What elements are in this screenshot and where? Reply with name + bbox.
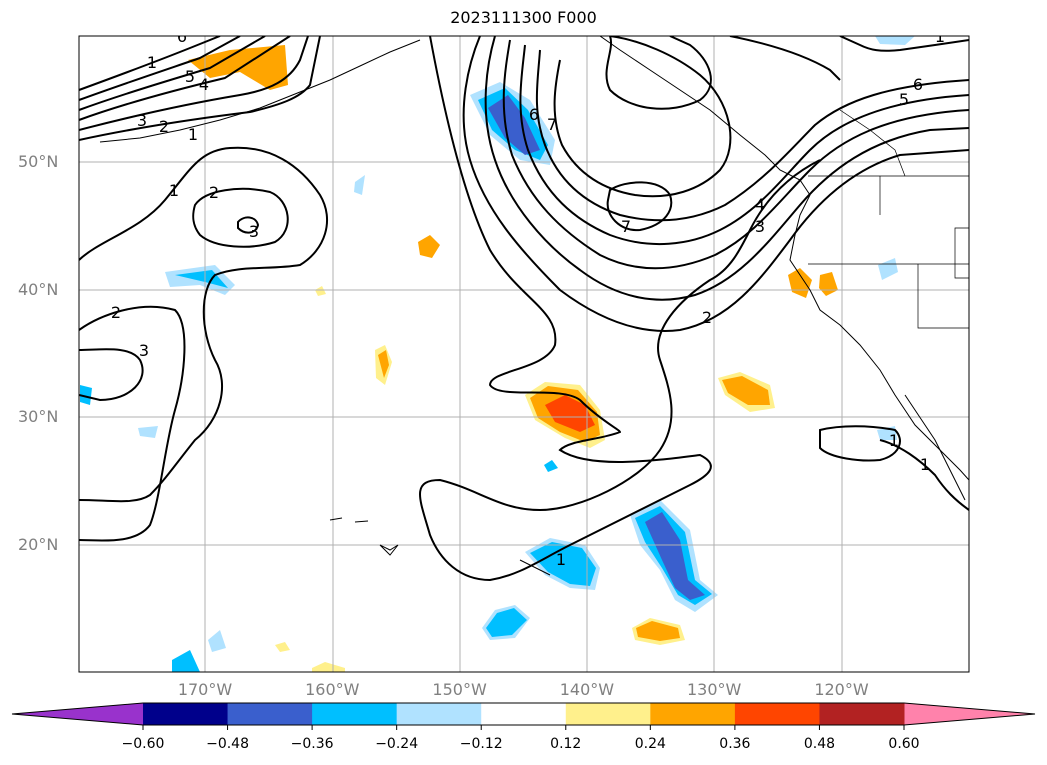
colorbar-tick-label: 0.12 (550, 736, 582, 752)
contour-label: 6 (177, 27, 187, 46)
shade-lightblue (172, 650, 200, 672)
shade-blue (878, 258, 898, 280)
shade-orange (188, 45, 288, 90)
colorbar-swatch (650, 703, 736, 725)
shade-orange (819, 272, 838, 296)
graticule (79, 36, 969, 672)
contour-label: 5 (185, 67, 195, 86)
shade-red (545, 395, 595, 432)
longitude-label: 150°W (432, 680, 487, 699)
colorbar (11, 702, 1036, 730)
colorbar-swatch (819, 703, 905, 725)
longitude-label: 160°W (305, 680, 360, 699)
colorbar-swatch (481, 703, 567, 725)
shade-orange (636, 621, 680, 641)
contour-label: 1 (169, 181, 179, 200)
shade-blue (80, 385, 92, 405)
colorbar-right-extend (904, 703, 1035, 725)
longitude-label: 120°W (814, 680, 869, 699)
latitude-label: 40°N (18, 279, 59, 299)
map-frame (78, 35, 970, 673)
map-title: 2023111300 F000 (450, 8, 597, 27)
longitude-label: 130°W (687, 680, 742, 699)
contour-labels-group: 6 1 5 4 3 2 1 1 2 3 2 3 6 7 7 2 6 5 4 3 … (111, 27, 945, 569)
colorbar-tick-label: 0.36 (719, 736, 751, 752)
colorbar-swatch (227, 703, 313, 725)
colorbar-tick-label: −0.36 (290, 736, 334, 752)
latitude-label: 50°N (18, 152, 59, 171)
contour-label: 1 (920, 455, 930, 474)
contour-label: 4 (755, 195, 765, 214)
contour-label: 5 (899, 90, 909, 109)
shade-yellow (275, 642, 290, 652)
colorbar-tick-label: −0.24 (375, 736, 419, 752)
contour-label: 1 (147, 53, 157, 72)
contour-label: 2 (111, 303, 121, 322)
shade-orange (378, 350, 389, 378)
contour-label: 3 (137, 111, 147, 130)
shade-yellow (315, 286, 326, 296)
contour-label: 3 (139, 341, 149, 360)
coastlines (99, 36, 969, 576)
shade-orange (722, 376, 770, 405)
colorbar-swatch (734, 703, 820, 725)
shade-blue (875, 36, 915, 45)
state-borders (808, 109, 969, 329)
shade-blue (354, 175, 365, 195)
shade-darkblue (488, 95, 540, 155)
colorbar-left-extend (12, 703, 143, 725)
contour-label: 7 (547, 115, 557, 134)
colorbar-tick-label: −0.48 (206, 736, 249, 752)
colorbar-swatch (396, 703, 482, 725)
contour-label: 1 (935, 27, 945, 46)
shade-darkblue (645, 512, 705, 600)
shade-orange (788, 268, 812, 298)
contour-label: 3 (755, 217, 765, 236)
colorbar-tick-label: −0.60 (121, 736, 165, 752)
colorbar-tick-label: 0.60 (888, 736, 920, 752)
contour-label: 1 (188, 125, 198, 144)
shade-blue (530, 542, 596, 586)
colorbar-tick-label: −0.12 (459, 736, 503, 752)
colorbar-tick-label: 0.48 (803, 736, 836, 752)
shade-blue (486, 608, 527, 637)
latitude-label: 30°N (18, 407, 59, 426)
latitude-label: 20°N (18, 534, 59, 554)
contour-label: 6 (913, 75, 923, 94)
shade-orange (418, 235, 440, 258)
shade-blue (138, 426, 158, 438)
colorbar-swatch (312, 703, 398, 725)
contour-label: 4 (199, 75, 209, 94)
contour-label: 6 (529, 105, 539, 124)
contour-label: 1 (556, 550, 566, 569)
colorbar-swatch (143, 703, 229, 725)
contour-label: 1 (889, 431, 899, 450)
shading-layer (80, 36, 915, 672)
shade-yellow (312, 662, 345, 672)
contour-label: 2 (209, 183, 219, 202)
contour-lines (79, 36, 969, 582)
contour-label: 2 (702, 308, 712, 327)
contour-label: 3 (249, 222, 259, 241)
contour-label: 2 (159, 117, 169, 136)
shade-lightblue (208, 630, 226, 652)
colorbar-swatch (565, 703, 651, 725)
contour-label: 7 (621, 217, 631, 236)
colorbar-tick-label: 0.24 (634, 736, 666, 752)
shade-blue (544, 460, 558, 472)
longitude-label: 170°W (177, 680, 233, 699)
longitude-label: 140°W (559, 680, 615, 699)
